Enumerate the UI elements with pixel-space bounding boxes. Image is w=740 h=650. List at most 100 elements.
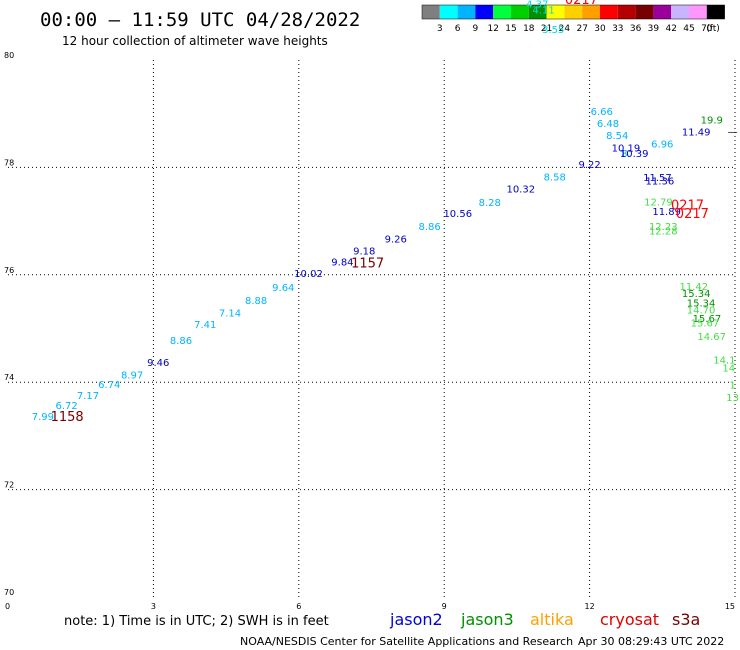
wave-height-label: 10.19 (612, 143, 641, 154)
scale-label: 15 (505, 24, 516, 34)
x-tick-label: 12 (585, 602, 595, 611)
footer-credit: NOAA/NESDIS Center for Satellite Applica… (240, 635, 573, 648)
scale-swatch (653, 5, 672, 19)
wave-height-label: 9.64 (272, 283, 294, 294)
wave-height-label: 15.67 (693, 314, 722, 325)
wave-height-label: 9.18 (353, 246, 375, 257)
wave-height-label: 10.02 (294, 269, 323, 280)
y-tick-label: 72 (4, 481, 14, 490)
page-subtitle: 12 hour collection of altimeter wave hei… (62, 34, 328, 48)
scale-label: 27 (576, 24, 587, 34)
wave-height-label: 15.67 (691, 318, 720, 329)
wave-height-label: 13 (726, 393, 739, 404)
wave-height-label: 12.28 (649, 227, 678, 238)
scale-swatch (564, 5, 583, 19)
scale-swatch (528, 5, 547, 19)
wave-height-label: 6.72 (56, 401, 78, 412)
scale-label: 9 (473, 24, 479, 34)
scale-swatch (546, 5, 565, 19)
wave-height-label: 10.39 (620, 149, 649, 160)
scale-swatch (493, 5, 511, 19)
wave-height-label: 12.79 (644, 198, 673, 209)
wave-height-label: 6.66 (591, 107, 613, 118)
y-axis-ticks: 70 72 74 76 78 80 (4, 51, 14, 597)
scale-swatch (600, 5, 618, 19)
satellite-legend-altika: altika (530, 610, 574, 629)
satellite-legend-s3a: s3a (672, 610, 700, 629)
wave-height-label: 14.70 (687, 305, 716, 316)
scale-label: 39 (648, 24, 660, 34)
wave-height-label: 7.99 (32, 412, 54, 423)
wave-height-label: 8.58 (544, 172, 566, 183)
wave-height-label: 11.42 (679, 282, 708, 293)
edge-marker: — (728, 127, 738, 138)
wave-height-label: 8.86 (170, 336, 192, 347)
x-tick-label: 3 (151, 602, 156, 611)
wave-height-color-scale: 3 6 9 12 15 18 21 24 27 30 33 36 39 42 45 70(ft) (421, 4, 725, 34)
y-tick-label: 76 (4, 266, 14, 275)
wave-height-label: 9.22 (578, 160, 600, 171)
scale-swatch (582, 5, 600, 19)
time-label: 0217 (671, 198, 704, 213)
wave-height-label: 11.49 (682, 128, 711, 139)
scale-border (421, 4, 725, 20)
wave-height-label: 6.48 (597, 119, 619, 130)
wave-height-label: 7.41 (194, 320, 216, 331)
wave-height-label: 9.46 (147, 358, 169, 369)
scale-label: 33 (612, 24, 623, 34)
scale-swatch (689, 5, 707, 19)
wave-height-label: 8.86 (419, 222, 441, 233)
scale-label: 45 (683, 24, 694, 34)
wave-height-label: 6.74 (98, 380, 120, 391)
scale-swatch (706, 5, 725, 19)
scale-label: 3 (437, 24, 443, 34)
scale-swatch (511, 5, 529, 19)
x-axis-ticks: 0 3 6 9 12 15 (5, 602, 735, 611)
wave-height-label: 14.1 (713, 355, 735, 366)
wave-height-label: 1 (729, 381, 735, 392)
wave-height-label: 19.9 (701, 115, 723, 126)
wave-height-label: 8.54 (606, 131, 628, 142)
wave-height-label: 14 (722, 363, 735, 374)
y-tick-label: 74 (4, 373, 14, 382)
satellite-legend-cryosat: cryosat (600, 610, 659, 629)
time-label: 1158 (51, 410, 84, 425)
scale-swatch (671, 5, 689, 19)
scale-label: 36 (630, 24, 642, 34)
wave-height-label: 7.17 (77, 391, 99, 402)
plot-background (8, 60, 735, 597)
scale-label: 6 (455, 24, 461, 34)
wave-height-label: 8.88 (245, 296, 267, 307)
scale-swatch (439, 5, 458, 19)
gridlines (8, 60, 736, 597)
wave-height-label: 15.34 (682, 289, 711, 300)
time-label: 0217 (565, 0, 598, 8)
wave-height-label: 14.67 (697, 332, 726, 343)
x-tick-label: 6 (296, 602, 301, 611)
wave-height-label: 8.28 (479, 198, 501, 209)
wave-height-label: 9.26 (385, 235, 407, 246)
wave-height-label: 8.97 (121, 370, 143, 381)
wave-height-label: 15.34 (687, 298, 716, 309)
wave-height-label: 4.37 (526, 0, 548, 10)
scale-label: 18 (523, 24, 535, 34)
satellite-legend: jason2 jason3 altika cryosat s3a (389, 610, 700, 629)
scale-swatch (617, 5, 636, 19)
scale-label: 70 (701, 24, 713, 34)
wave-height-label: 3.55 (542, 25, 564, 36)
y-tick-label: 78 (4, 158, 14, 167)
note-text: note: 1) Time is in UTC; 2) SWH is in fe… (64, 614, 329, 629)
satellite-legend-jason2: jason2 (389, 610, 443, 629)
scale-label: 42 (665, 24, 676, 34)
time-label: 0217 (676, 207, 709, 222)
scale-swatch (475, 5, 494, 19)
wave-height-label: 7.14 (219, 309, 241, 320)
wave-height-label: 11.89 (652, 207, 681, 218)
scale-swatch (422, 5, 440, 19)
wave-height-label: 10.56 (443, 209, 472, 220)
wave-height-label: 6.96 (651, 140, 673, 151)
wave-height-label: 12.23 (649, 222, 678, 233)
x-tick-label: 9 (442, 602, 447, 611)
